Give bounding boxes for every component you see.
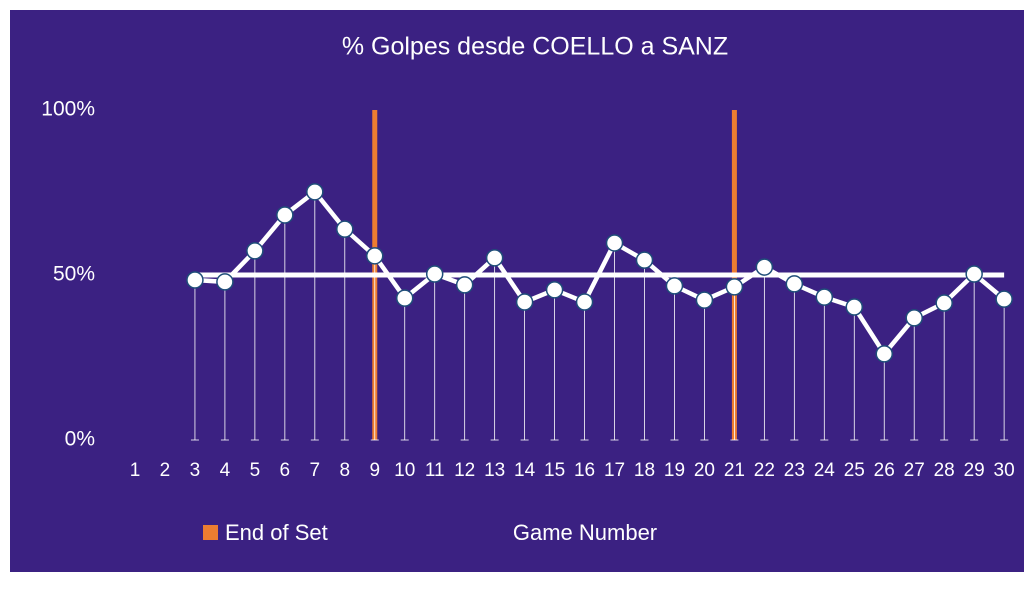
point-marker — [246, 242, 264, 260]
x-tick-label: 18 — [634, 460, 655, 481]
point-marker — [725, 278, 744, 296]
x-tick-label: 21 — [724, 460, 745, 481]
point-marker — [755, 258, 774, 276]
x-tick-label: 15 — [544, 460, 565, 481]
point-marker — [395, 289, 414, 307]
x-tick-label: 25 — [844, 460, 865, 481]
chart-title: % Golpes desde COELLO a SANZ — [342, 33, 728, 61]
x-tick-label: 22 — [754, 460, 775, 481]
x-tick-label: 20 — [694, 460, 715, 481]
x-tick-label: 2 — [160, 460, 171, 481]
point-marker — [366, 247, 384, 265]
point-marker — [695, 291, 714, 309]
x-tick-label: 27 — [904, 460, 925, 481]
point-marker — [276, 206, 294, 224]
point-marker — [425, 265, 444, 283]
x-tick-label: 26 — [874, 460, 895, 481]
x-tick-label: 28 — [934, 460, 955, 481]
y-tick-label: 0% — [65, 428, 95, 451]
point-marker — [485, 249, 504, 267]
x-tick-label: 4 — [220, 460, 231, 481]
point-marker — [995, 290, 1013, 308]
point-marker — [965, 265, 983, 283]
x-tick-label: 3 — [190, 460, 201, 481]
point-marker — [575, 293, 594, 311]
legend-swatch — [203, 525, 218, 540]
point-marker — [515, 293, 534, 311]
x-tick-label: 13 — [484, 460, 505, 481]
x-tick-label: 24 — [814, 460, 836, 481]
point-marker — [935, 294, 953, 312]
legend-label: End of Set — [225, 520, 328, 545]
x-tick-label: 6 — [280, 460, 291, 481]
point-marker — [306, 183, 324, 201]
x-tick-label: 1 — [130, 460, 141, 481]
x-tick-label: 8 — [340, 460, 351, 481]
x-tick-label: 23 — [784, 460, 805, 481]
point-marker — [216, 273, 234, 291]
x-tick-label: 16 — [574, 460, 595, 481]
point-marker — [545, 281, 564, 299]
x-tick-label: 5 — [250, 460, 261, 481]
x-tick-label: 12 — [454, 460, 475, 481]
x-tick-label: 10 — [394, 460, 415, 481]
point-marker — [815, 288, 834, 306]
data-line — [194, 188, 1006, 358]
x-tick-label: 11 — [425, 460, 445, 481]
x-tick-label: 30 — [994, 460, 1015, 481]
point-marker — [605, 234, 624, 252]
point-marker — [785, 275, 804, 293]
y-tick-label: 50% — [53, 263, 95, 286]
x-tick-label: 9 — [369, 460, 380, 481]
x-tick-label: 29 — [964, 460, 985, 481]
x-tick-label: 17 — [604, 460, 625, 481]
point-marker — [635, 251, 654, 269]
point-marker — [875, 345, 893, 363]
point-marker — [665, 277, 684, 295]
point-marker — [336, 220, 354, 238]
x-tick-label: 14 — [514, 460, 536, 481]
point-marker — [905, 309, 923, 327]
point-marker — [455, 276, 474, 294]
x-axis-label: Game Number — [513, 520, 657, 545]
x-tick-label: 19 — [664, 460, 685, 481]
point-marker — [186, 271, 204, 289]
y-tick-label: 100% — [41, 98, 95, 121]
x-tick-label: 7 — [310, 460, 321, 481]
point-marker — [845, 298, 864, 316]
